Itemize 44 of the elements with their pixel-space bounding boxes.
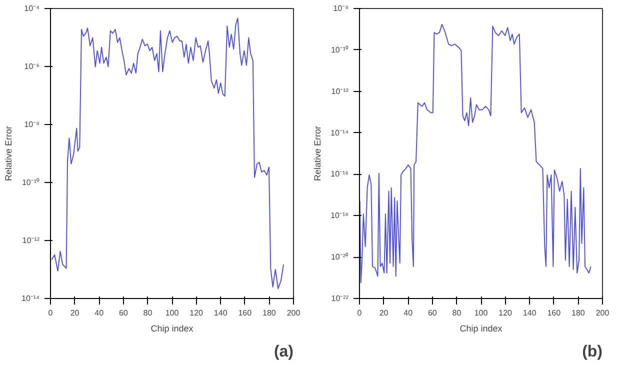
x-tick-label: 200	[596, 308, 610, 318]
y-tick-label: 10⁻⁸	[333, 4, 349, 13]
x-tick-label: 140	[214, 308, 228, 318]
y-tick-label: 10⁻¹⁸	[330, 211, 348, 220]
x-tick-label: 20	[70, 308, 80, 318]
y-tick-label: 10⁻⁴	[24, 4, 40, 13]
y-tick-label: 10⁻¹²	[331, 86, 349, 96]
x-tick-label: 100	[165, 308, 180, 318]
x-tick-label: 0	[357, 308, 362, 318]
y-tick-label: 10⁻¹⁰	[22, 178, 40, 187]
line-series	[360, 24, 592, 284]
x-tick-label: 40	[94, 308, 104, 318]
x-tick-label: 40	[404, 308, 414, 318]
x-tick-label: 200	[286, 308, 301, 318]
y-tick-label: 10⁻¹⁴	[330, 128, 350, 138]
x-tick-label: 60	[428, 308, 438, 318]
x-tick-label: 180	[572, 308, 586, 318]
x-tick-label: 60	[118, 308, 128, 318]
x-axis-title: Chip index	[150, 324, 194, 334]
x-tick-label: 160	[547, 308, 562, 318]
y-tick-label: 10⁻²⁰	[330, 252, 348, 262]
x-tick-label: 80	[452, 308, 462, 318]
y-tick-label: 10⁻¹⁴	[22, 294, 40, 303]
text: (b)	[582, 344, 603, 360]
y-tick-label: 10⁻⁶	[24, 62, 40, 71]
line-series	[51, 18, 284, 290]
y-tick-label: 10⁻¹⁶	[330, 170, 349, 179]
y-tick-label: 10⁻²²	[331, 294, 349, 303]
x-tick-label: 100	[474, 308, 488, 318]
x-axis-title: Chip index	[460, 324, 503, 334]
y-axis-title: Relative Error	[4, 126, 14, 182]
text: (a)	[274, 344, 294, 360]
x-tick-label: 160	[238, 308, 252, 318]
x-tick-label: 0	[48, 308, 54, 318]
x-tick-label: 80	[143, 308, 153, 318]
x-tick-label: 120	[190, 308, 204, 318]
y-axis-title: Relative Error	[312, 126, 322, 182]
x-tick-label: 180	[262, 308, 276, 318]
x-tick-label: 20	[379, 308, 389, 318]
x-tick-label: 120	[498, 308, 513, 318]
x-tick-label: 140	[522, 308, 537, 318]
y-tick-label: 10⁻¹²	[22, 236, 40, 245]
y-tick-label: 10⁻⁸	[24, 120, 40, 129]
y-tick-label: 10⁻¹⁰	[330, 45, 348, 54]
